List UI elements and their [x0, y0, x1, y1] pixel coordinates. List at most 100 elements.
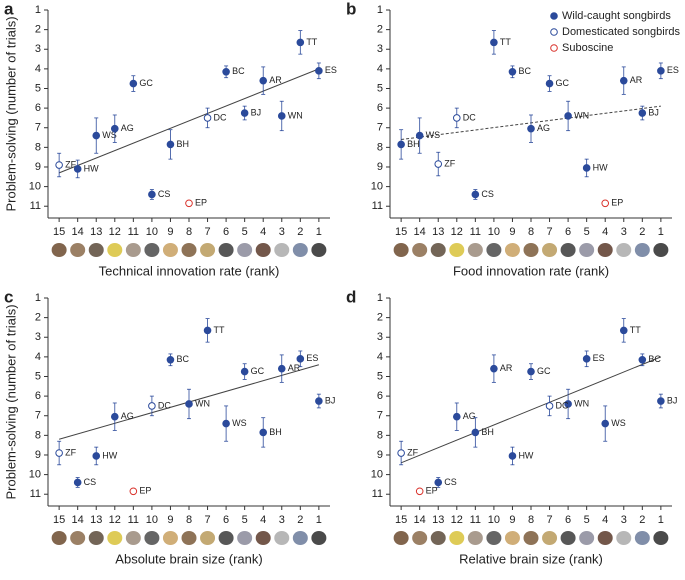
x-tick-label: 11	[470, 514, 481, 526]
point-label: AG	[537, 123, 550, 133]
point	[545, 402, 554, 410]
x-tick-label: 12	[451, 226, 463, 238]
y-tick-label: 2	[35, 312, 41, 324]
point	[148, 402, 156, 410]
y-tick-label: 11	[372, 200, 383, 212]
point-label: ZF	[444, 158, 455, 168]
bird-icon	[144, 243, 160, 257]
point	[240, 109, 249, 117]
bird-icon	[653, 243, 669, 257]
bird-icon	[255, 243, 271, 257]
x-tick-label: 7	[546, 514, 552, 526]
x-tick-label: 6	[223, 514, 229, 526]
x-tick-label: 1	[658, 514, 664, 526]
point-label: CS	[444, 477, 457, 487]
point-label: WS	[102, 130, 117, 140]
point	[222, 68, 230, 76]
point	[471, 190, 480, 199]
point	[185, 400, 193, 408]
bird-icon	[255, 531, 271, 545]
point	[73, 478, 82, 487]
point	[315, 397, 323, 405]
x-tick-label: 8	[528, 514, 534, 526]
x-tick-label: 10	[488, 226, 500, 238]
point	[148, 190, 156, 199]
point-label: BJ	[251, 107, 262, 117]
x-tick-label: 1	[658, 226, 664, 238]
point	[619, 76, 628, 85]
point-label: WN	[574, 398, 589, 408]
point	[110, 412, 119, 421]
y-tick-label: 2	[377, 312, 383, 324]
bird-icon	[237, 531, 253, 545]
bird-icon	[393, 243, 409, 257]
point-label: ZF	[65, 159, 76, 169]
point-label: BC	[176, 354, 189, 364]
x-tick-label: 14	[414, 226, 426, 238]
y-tick-label: 7	[377, 410, 383, 422]
point-label: DC	[556, 400, 569, 410]
bird-icon	[579, 243, 595, 257]
point	[490, 364, 498, 373]
y-tick-label: 11	[30, 488, 41, 500]
point-label: GC	[537, 366, 551, 376]
point	[222, 419, 230, 428]
point-label: AR	[288, 363, 301, 373]
panel-letter: c	[4, 287, 13, 306]
bird-icon	[579, 531, 595, 545]
point	[527, 367, 535, 376]
point-label: WS	[611, 418, 626, 428]
bird-icon	[634, 531, 650, 545]
point	[55, 161, 63, 169]
point-label: BH	[407, 139, 420, 149]
x-tick-label: 3	[279, 226, 285, 238]
bird-icon	[311, 531, 327, 545]
point-label: CS	[84, 477, 97, 487]
point-label: ES	[667, 65, 679, 75]
x-tick-label: 2	[297, 514, 303, 526]
x-tick-label: 12	[451, 514, 463, 526]
x-tick-label: 10	[488, 514, 500, 526]
point	[638, 356, 647, 364]
y-tick-label: 10	[29, 181, 41, 193]
point	[129, 79, 138, 88]
y-tick-label: 1	[35, 292, 41, 304]
y-tick-label: 1	[35, 4, 41, 16]
point	[185, 199, 193, 208]
bird-icon	[486, 531, 502, 545]
y-tick-label: 5	[35, 82, 41, 94]
x-tick-label: 9	[509, 514, 515, 526]
y-tick-label: 9	[377, 161, 383, 173]
point-label: DC	[214, 112, 227, 122]
x-tick-label: 8	[186, 226, 192, 238]
bird-icon	[237, 243, 253, 257]
point	[240, 367, 249, 376]
x-tick-label: 13	[90, 514, 102, 526]
point-label: BC	[648, 354, 661, 364]
point	[296, 38, 305, 47]
point-label: CS	[158, 189, 171, 199]
bird-icon	[292, 243, 308, 257]
y-tick-label: 4	[377, 351, 383, 363]
point-label: ZF	[407, 447, 418, 457]
bird-icon	[125, 243, 141, 257]
bird-icon	[393, 531, 409, 545]
x-tick-label: 4	[602, 226, 608, 238]
bird-icon	[144, 531, 160, 545]
bird-icon	[181, 243, 197, 257]
y-tick-label: 5	[377, 370, 383, 382]
point-label: GC	[251, 366, 265, 376]
bird-icon	[51, 531, 67, 545]
point	[397, 449, 405, 457]
point	[166, 140, 175, 149]
y-tick-label: 2	[35, 24, 41, 36]
y-tick-label: 11	[372, 488, 383, 500]
x-tick-label: 9	[509, 226, 515, 238]
x-tick-label: 5	[242, 514, 248, 526]
point	[508, 68, 517, 76]
point	[434, 478, 443, 487]
bird-icon	[486, 243, 502, 257]
